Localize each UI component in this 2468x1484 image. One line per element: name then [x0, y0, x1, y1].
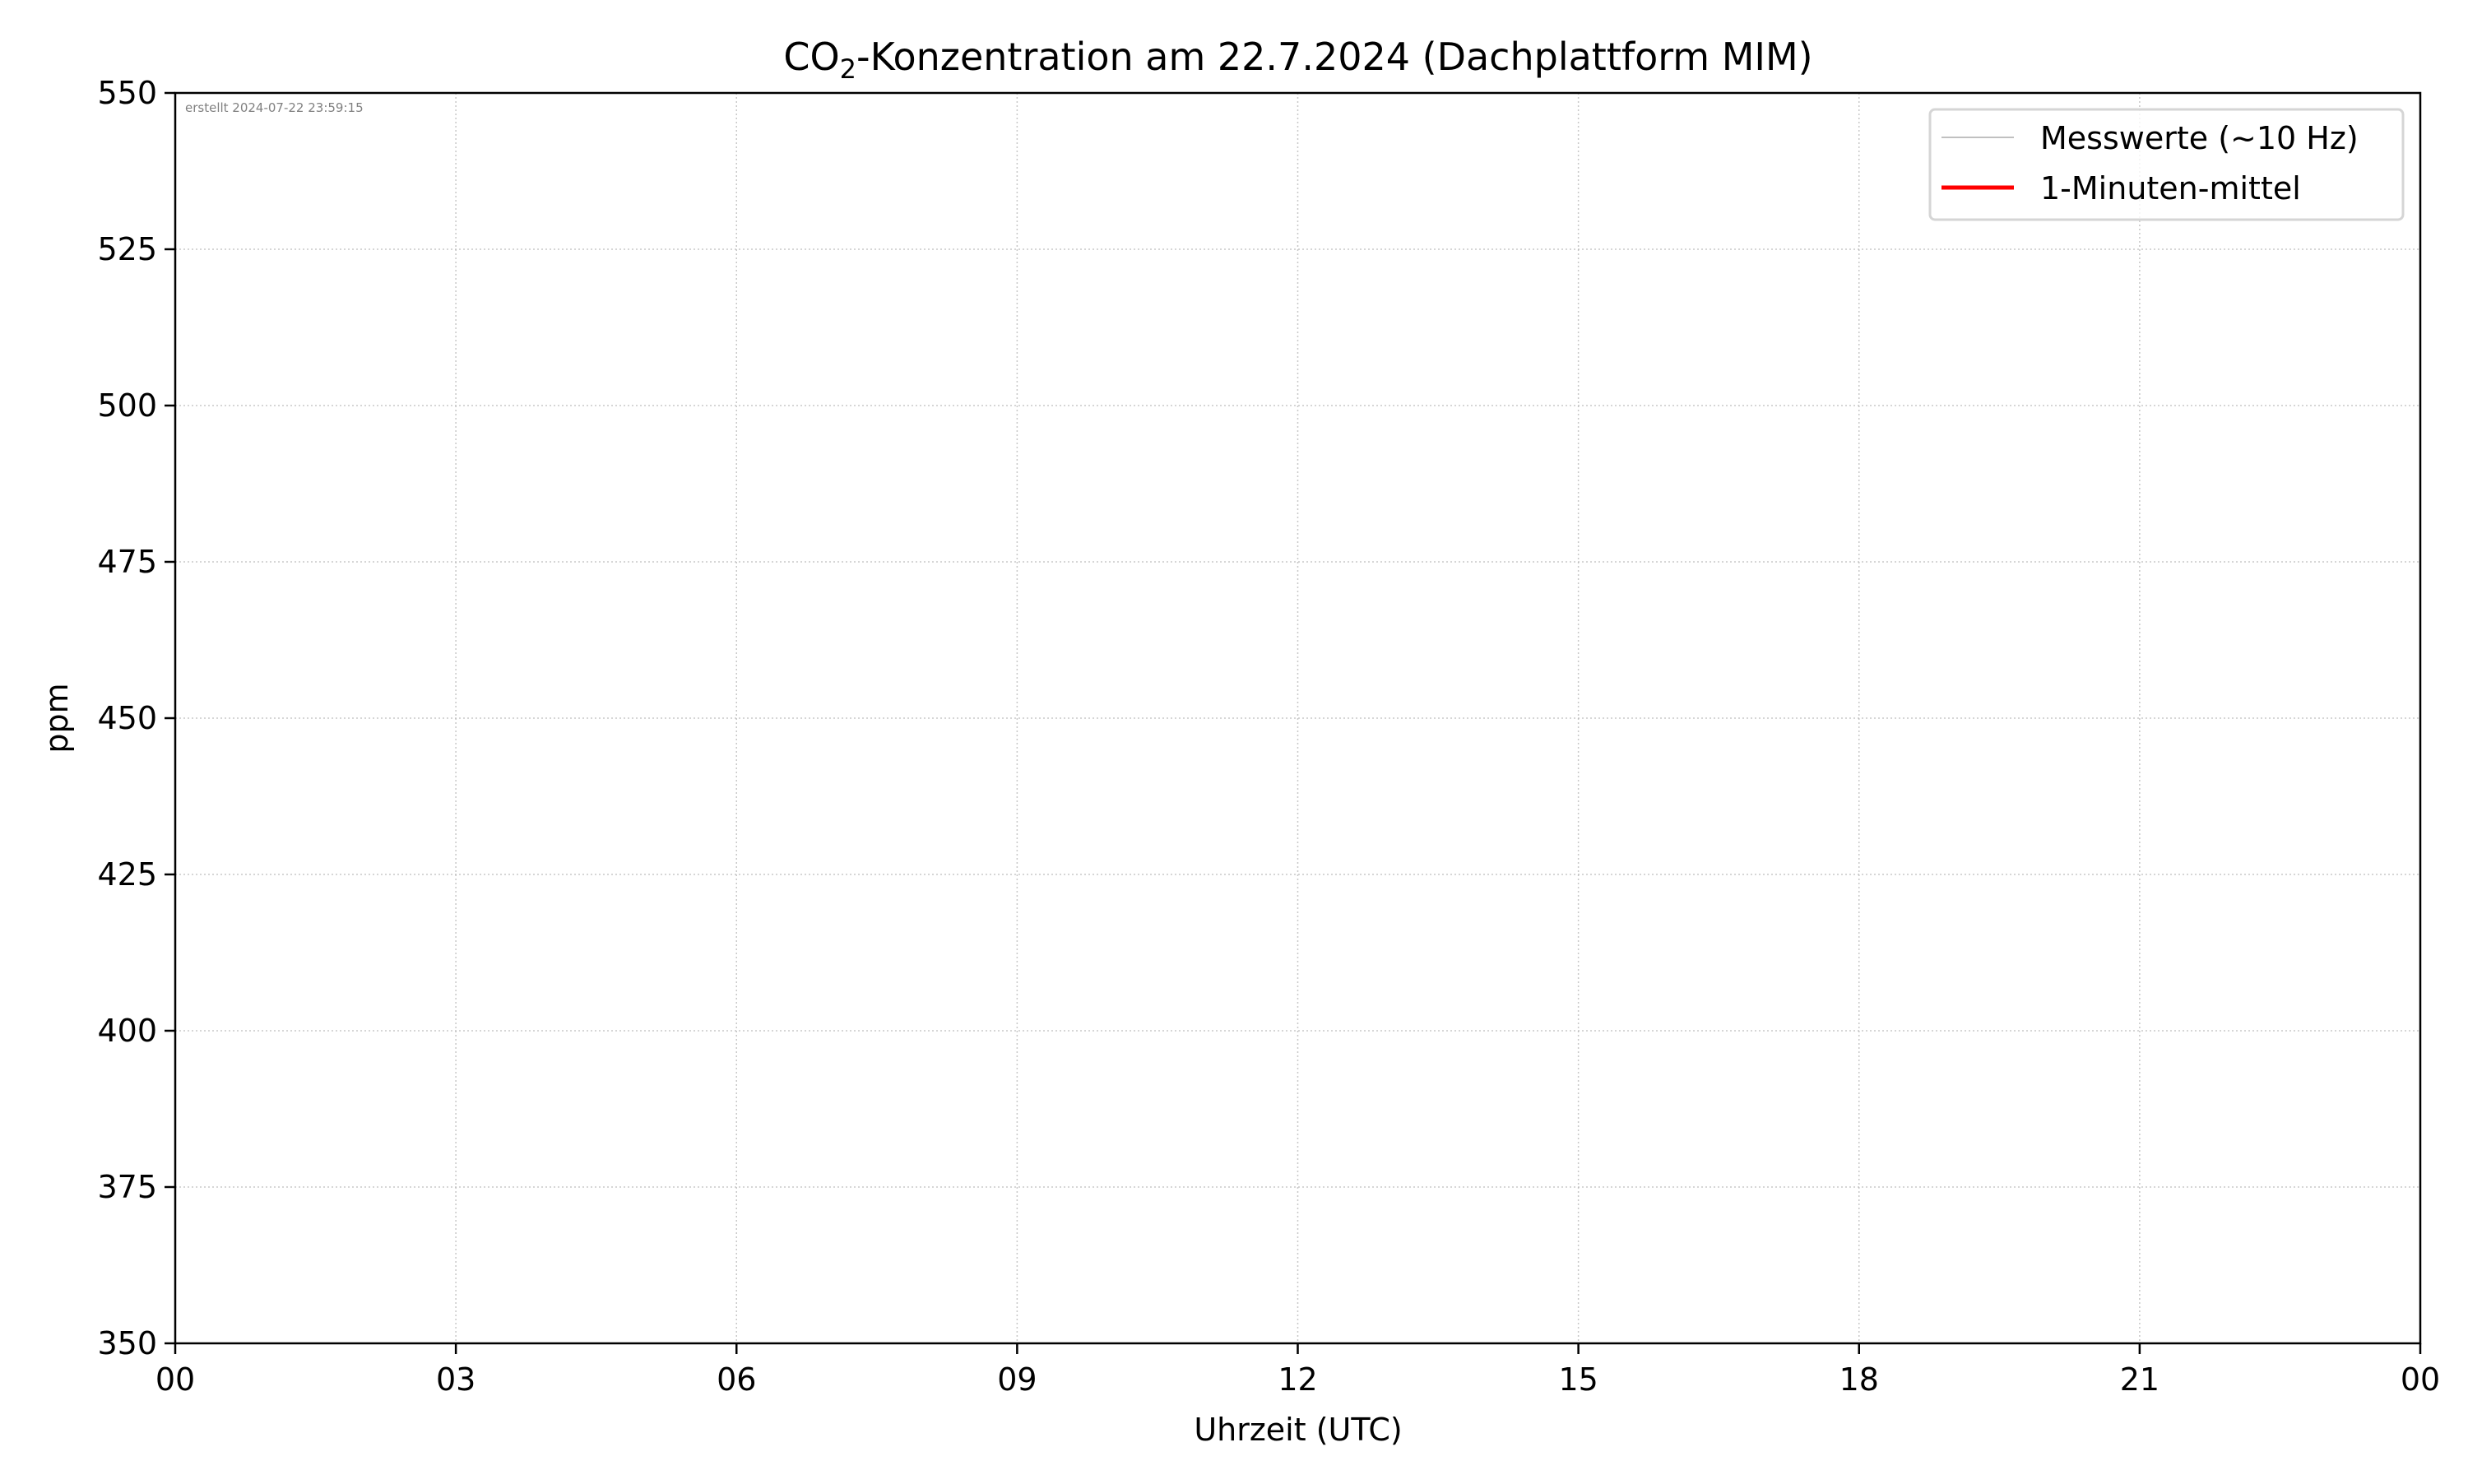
y-tick-label: 475: [97, 544, 157, 580]
y-tick-label: 550: [97, 75, 157, 111]
y-tick-label: 400: [97, 1013, 157, 1049]
y-tick-label: 450: [97, 700, 157, 736]
x-tick-label: 09: [997, 1361, 1037, 1398]
x-tick-label: 06: [717, 1361, 756, 1398]
x-tick-label: 18: [1839, 1361, 1879, 1398]
x-axis-label: Uhrzeit (UTC): [1194, 1412, 1402, 1448]
y-axis: 350 375 400 425 450 475 500 525 550: [97, 75, 175, 1361]
y-tick-label: 525: [97, 231, 157, 267]
x-tick-label: 00: [155, 1361, 195, 1398]
chart-title: CO2-Konzentration am 22.7.2024 (Dachplat…: [783, 35, 1812, 85]
legend-box: [1928, 108, 2405, 221]
y-tick-label: 350: [97, 1325, 157, 1361]
y-tick-label: 375: [97, 1169, 157, 1205]
x-tick-label: 15: [1558, 1361, 1598, 1398]
y-tick-label: 500: [97, 387, 157, 424]
grid: [174, 92, 2421, 1344]
legend: Messwerte (~10 Hz) 1-Minuten-mittel: [1928, 108, 2405, 221]
legend-label-minutenmittel: 1-Minuten-mittel: [2040, 170, 2301, 206]
legend-label-messwerte: Messwerte (~10 Hz): [2040, 120, 2359, 156]
created-annotation: erstellt 2024-07-22 23:59:15: [185, 100, 364, 115]
x-tick-label: 12: [1278, 1361, 1317, 1398]
x-axis: 00 03 06 09 12 15 18 21 00: [155, 1343, 2440, 1398]
x-tick-label: 00: [2401, 1361, 2440, 1398]
y-tick-label: 425: [97, 856, 157, 893]
x-tick-label: 03: [436, 1361, 476, 1398]
y-axis-label: ppm: [39, 683, 75, 753]
x-tick-label: 21: [2120, 1361, 2160, 1398]
